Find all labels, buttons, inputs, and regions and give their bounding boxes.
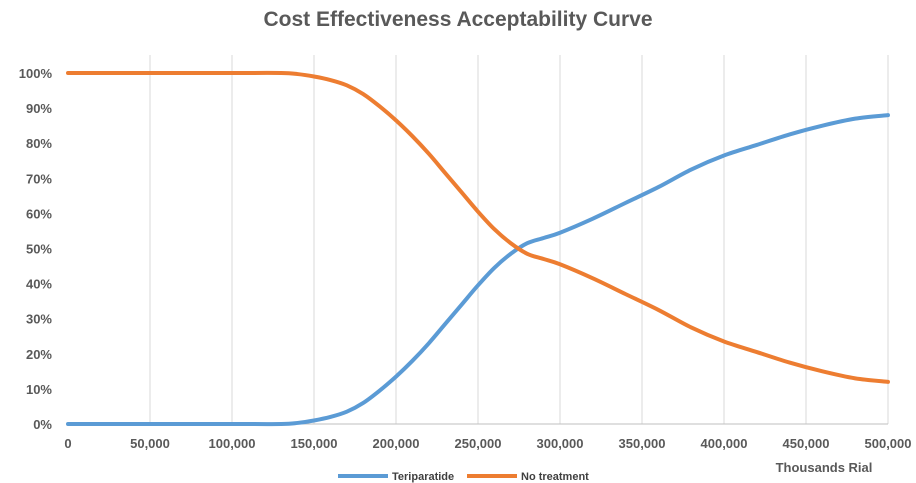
y-tick-label: 100% bbox=[19, 66, 53, 81]
x-tick-label: 50,000 bbox=[130, 436, 170, 451]
y-tick-label: 40% bbox=[26, 277, 52, 292]
y-tick-label: 70% bbox=[26, 171, 52, 186]
x-tick-label: 0 bbox=[64, 436, 71, 451]
tick-label-layer: 0 50,000 100,000 150,000 200,000 250,000 300,0… bbox=[19, 66, 912, 451]
x-tick-label: 250,000 bbox=[455, 436, 502, 451]
grid-layer bbox=[149, 55, 889, 424]
y-tick-label: 10% bbox=[26, 382, 52, 397]
legend-label-teriparatide: Teriparatide bbox=[392, 471, 454, 483]
x-tick-label: 350,000 bbox=[619, 436, 666, 451]
y-tick-label: 90% bbox=[26, 101, 52, 116]
y-tick-label: 80% bbox=[26, 136, 52, 151]
x-tick-label: 150,000 bbox=[291, 436, 338, 451]
x-tick-label: 450,000 bbox=[783, 436, 830, 451]
series-line-no-treatment bbox=[66, 70, 890, 384]
legend: Teriparatide No treatment bbox=[338, 471, 589, 483]
x-tick-label: 400,000 bbox=[701, 436, 748, 451]
y-tick-label: 60% bbox=[26, 206, 52, 221]
x-tick-label: 100,000 bbox=[209, 436, 256, 451]
y-tick-label: 50% bbox=[26, 242, 52, 257]
y-tick-label: 0% bbox=[33, 417, 52, 432]
x-tick-label: 200,000 bbox=[373, 436, 420, 451]
series-line-teriparatide bbox=[66, 113, 890, 427]
x-axis-title: Thousands Rial bbox=[776, 460, 873, 475]
y-tick-label: 20% bbox=[26, 347, 52, 362]
chart-title: Cost Effectiveness Acceptability Curve bbox=[263, 8, 653, 31]
x-tick-label: 300,000 bbox=[537, 436, 584, 451]
x-tick-label: 500,000 bbox=[865, 436, 912, 451]
series-layer bbox=[66, 70, 890, 427]
legend-label-no-treatment: No treatment bbox=[521, 471, 589, 483]
y-tick-label: 30% bbox=[26, 312, 52, 327]
